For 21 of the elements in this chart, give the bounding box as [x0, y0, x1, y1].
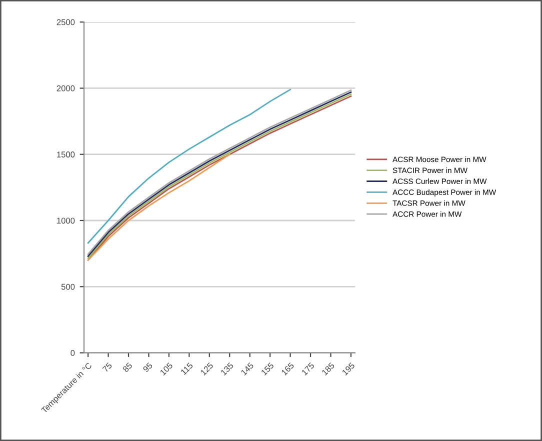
x-tick-label: 85: [122, 362, 133, 372]
y-tick-label: 2500: [56, 19, 75, 26]
y-tick-label: 2000: [56, 85, 75, 92]
x-tick-label: 95: [142, 362, 153, 372]
x-tick-label: 135: [220, 362, 234, 376]
x-tick-label: 175: [301, 362, 315, 376]
x-tick-label: 125: [200, 362, 214, 376]
x-tick-label: 195: [342, 362, 356, 376]
x-tick-label: 105: [160, 362, 174, 376]
line-series: [87, 88, 291, 244]
y-tick-label: 500: [61, 284, 75, 290]
x-tick-label: 155: [260, 362, 274, 376]
line-series: [87, 154, 230, 261]
x-tick-label: 185: [322, 362, 335, 376]
y-tick-label: 0: [70, 350, 75, 356]
y-tick-label: 1000: [57, 218, 75, 224]
y-tick-label: 1500: [57, 152, 75, 158]
x-tick-label: 145: [240, 362, 254, 376]
x-tick-label: 165: [281, 362, 294, 376]
x-tick-label: 75: [102, 362, 112, 372]
x-tick-label: 115: [180, 362, 194, 376]
